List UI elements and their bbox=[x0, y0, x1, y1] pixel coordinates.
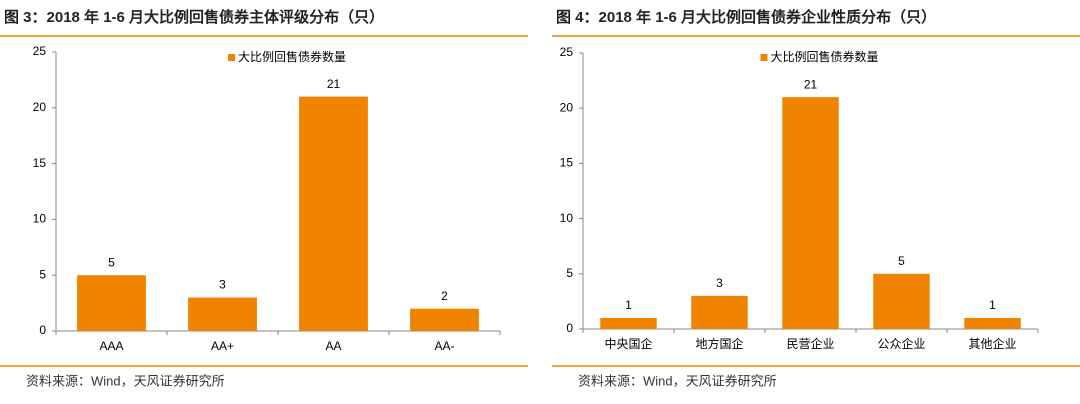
bar bbox=[600, 317, 657, 329]
y-tick-label: 20 bbox=[33, 100, 47, 114]
legend-swatch bbox=[228, 54, 235, 61]
data-label: 1 bbox=[989, 298, 996, 312]
y-tick-label: 5 bbox=[566, 266, 573, 280]
data-label: 1 bbox=[625, 298, 632, 312]
y-tick-label: 25 bbox=[33, 44, 47, 58]
x-tick-label: 中央国企 bbox=[604, 336, 652, 351]
x-tick-label: AAA bbox=[99, 339, 123, 353]
data-label: 5 bbox=[108, 255, 115, 269]
y-tick-label: 0 bbox=[566, 321, 573, 335]
data-label: 2 bbox=[441, 289, 448, 303]
legend-label: 大比例回售债券数量 bbox=[238, 49, 346, 64]
y-tick-label: 10 bbox=[560, 211, 574, 225]
y-tick-label: 15 bbox=[33, 156, 47, 170]
legend-swatch bbox=[760, 54, 768, 61]
bar bbox=[691, 295, 748, 329]
bar bbox=[299, 96, 368, 331]
legend-label: 大比例回售债券数量 bbox=[771, 49, 879, 64]
chart-title: 图 4：2018 年 1-6 月大比例回售债券企业性质分布（只） bbox=[556, 8, 936, 26]
data-label: 21 bbox=[804, 77, 818, 91]
data-label: 5 bbox=[898, 254, 905, 268]
y-tick-label: 15 bbox=[560, 156, 574, 170]
bar bbox=[188, 297, 257, 331]
data-label: 3 bbox=[219, 278, 226, 292]
y-tick-label: 25 bbox=[560, 45, 574, 59]
bar bbox=[964, 317, 1021, 329]
x-tick-label: 地方国企 bbox=[695, 336, 743, 351]
x-tick-label: AA bbox=[325, 339, 341, 353]
x-tick-label: 其他企业 bbox=[968, 336, 1016, 351]
bar bbox=[410, 308, 479, 331]
y-tick-label: 5 bbox=[39, 267, 46, 281]
y-tick-label: 20 bbox=[560, 100, 574, 114]
data-label: 3 bbox=[716, 276, 723, 290]
x-tick-label: AA+ bbox=[211, 339, 234, 353]
bar bbox=[77, 275, 146, 331]
y-tick-label: 0 bbox=[39, 323, 46, 337]
source: 资料来源：Wind，天风证券研究所 bbox=[26, 373, 225, 388]
data-label: 21 bbox=[327, 77, 341, 91]
x-tick-label: 民营企业 bbox=[786, 336, 834, 351]
x-tick-label: 公众企业 bbox=[877, 336, 925, 351]
source: 资料来源：Wind，天风证券研究所 bbox=[578, 373, 777, 388]
chart-title: 图 3：2018 年 1-6 月大比例回售债券主体评级分布（只） bbox=[4, 8, 384, 26]
x-tick-label: AA- bbox=[434, 339, 454, 353]
bar bbox=[782, 97, 839, 329]
bar bbox=[873, 273, 930, 329]
y-tick-label: 10 bbox=[33, 212, 47, 226]
